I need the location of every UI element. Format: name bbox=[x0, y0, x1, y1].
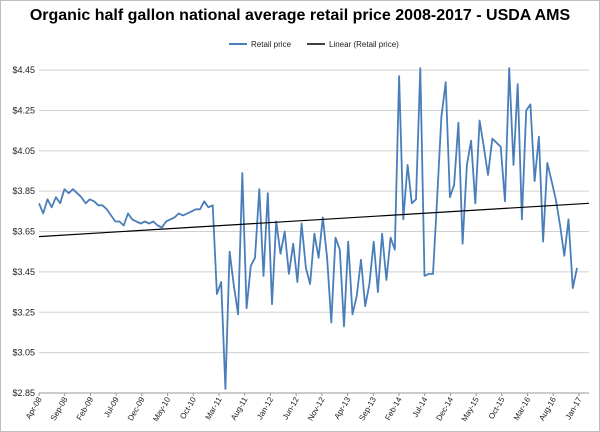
x-tick-label: Jun-12 bbox=[281, 395, 301, 421]
x-tick-label: Oct-10 bbox=[178, 395, 198, 421]
x-tick-label: Apr-13 bbox=[333, 395, 353, 421]
y-tick-label: $3.05 bbox=[12, 348, 35, 358]
x-tick-label: Jul-14 bbox=[411, 395, 430, 419]
y-tick-label: $3.65 bbox=[12, 227, 35, 237]
x-tick-label: Mar-16 bbox=[512, 395, 533, 422]
legend-label-retail-price: Retail price bbox=[251, 40, 292, 49]
y-tick-label: $3.85 bbox=[12, 186, 35, 196]
series-line-linear-trend bbox=[38, 202, 590, 238]
y-tick-label: $3.25 bbox=[12, 307, 35, 317]
x-tick-label: Aug-11 bbox=[229, 395, 250, 422]
x-tick-label: Sep-08 bbox=[49, 395, 70, 422]
x-tick-label: Oct-15 bbox=[487, 395, 507, 421]
x-tick-label: Dec-14 bbox=[434, 395, 455, 422]
legend-label-linear-trend: Linear (Retail price) bbox=[329, 40, 399, 49]
chart-title: Organic half gallon national average ret… bbox=[29, 7, 571, 24]
x-tick-label: Jul-09 bbox=[102, 395, 121, 419]
x-tick-label: Feb-09 bbox=[75, 395, 96, 422]
x-tick-label: Feb-14 bbox=[383, 395, 404, 422]
series-line-retail-price bbox=[38, 67, 578, 390]
y-tick-label: $2.85 bbox=[12, 388, 35, 398]
y-tick-label: $4.25 bbox=[12, 105, 35, 115]
x-tick-label: Jan-17 bbox=[564, 395, 584, 421]
x-tick-label: Nov-12 bbox=[306, 395, 327, 422]
x-tick-label: Mar-11 bbox=[204, 395, 224, 421]
x-tick-label: Dec-09 bbox=[126, 395, 147, 422]
x-tick-label: Aug-16 bbox=[537, 395, 558, 422]
x-tick-label: May-15 bbox=[460, 395, 481, 423]
x-tick-label: Apr-08 bbox=[24, 395, 44, 421]
x-tick-label: May-10 bbox=[151, 395, 172, 423]
y-tick-label: $4.45 bbox=[12, 65, 35, 75]
x-tick-label: Jan-12 bbox=[255, 395, 275, 421]
y-tick-label: $4.05 bbox=[12, 146, 35, 156]
y-tick-label: $3.45 bbox=[12, 267, 35, 277]
x-tick-label: Sep-13 bbox=[357, 395, 378, 422]
